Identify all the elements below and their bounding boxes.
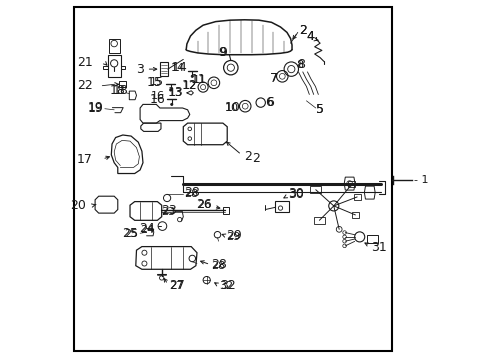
Circle shape — [170, 103, 172, 105]
Text: 22: 22 — [77, 79, 92, 92]
Text: 27: 27 — [169, 279, 185, 292]
Text: 28: 28 — [183, 189, 198, 199]
Text: 28: 28 — [183, 186, 200, 199]
Text: 8: 8 — [296, 60, 303, 70]
Bar — [366, 235, 378, 243]
Text: 24: 24 — [139, 222, 155, 235]
Text: 13: 13 — [167, 86, 183, 99]
Text: 2: 2 — [252, 152, 260, 165]
Circle shape — [169, 89, 171, 91]
Text: 5: 5 — [316, 103, 324, 116]
Text: 12: 12 — [183, 81, 197, 91]
Text: - 1: - 1 — [413, 175, 427, 185]
Text: 19: 19 — [87, 102, 103, 114]
Text: 29: 29 — [226, 231, 240, 242]
Text: 19: 19 — [87, 101, 103, 114]
Text: 12: 12 — [181, 79, 197, 92]
Text: 2: 2 — [299, 24, 306, 37]
Text: 18: 18 — [110, 84, 125, 96]
Bar — [310, 186, 321, 193]
Text: 15: 15 — [146, 76, 162, 89]
Bar — [275, 201, 288, 212]
Text: 30: 30 — [287, 187, 303, 200]
Bar — [73, 7, 391, 351]
Text: 4: 4 — [306, 30, 314, 43]
Text: 26: 26 — [195, 198, 211, 211]
Text: 17: 17 — [77, 153, 92, 166]
Text: 25: 25 — [122, 227, 138, 240]
Text: 18: 18 — [112, 84, 128, 97]
Text: 26: 26 — [197, 200, 211, 210]
Text: 4: 4 — [306, 30, 314, 42]
Bar — [313, 217, 324, 224]
Text: 5: 5 — [316, 103, 324, 116]
Text: 14: 14 — [171, 63, 185, 73]
Text: 6: 6 — [265, 96, 273, 109]
Text: 29: 29 — [226, 229, 242, 242]
Text: 16: 16 — [149, 93, 165, 106]
Text: 10: 10 — [224, 103, 238, 113]
Text: 32: 32 — [219, 281, 233, 291]
Text: 14: 14 — [171, 61, 187, 74]
Text: 2: 2 — [244, 150, 251, 163]
Text: 23: 23 — [161, 207, 175, 217]
Text: 24: 24 — [140, 225, 154, 235]
Text: 16: 16 — [150, 91, 164, 102]
Text: 21: 21 — [77, 56, 92, 69]
Text: 9: 9 — [218, 46, 225, 59]
Text: 11: 11 — [192, 75, 206, 85]
Text: 23: 23 — [161, 204, 177, 217]
Text: 20: 20 — [70, 199, 86, 212]
Text: 9: 9 — [219, 46, 226, 59]
Text: 30: 30 — [287, 188, 303, 201]
Text: 11: 11 — [190, 73, 206, 86]
Circle shape — [191, 75, 193, 77]
Text: 28: 28 — [211, 258, 227, 271]
Text: 28: 28 — [211, 261, 225, 271]
Text: 7: 7 — [270, 73, 277, 84]
Text: 6: 6 — [265, 96, 273, 109]
Text: 15: 15 — [149, 77, 163, 87]
Text: 27: 27 — [169, 281, 183, 291]
Text: 2: 2 — [299, 24, 306, 37]
Text: 10: 10 — [224, 101, 240, 114]
Text: 13: 13 — [169, 88, 183, 98]
Text: 3: 3 — [136, 63, 144, 76]
Bar — [119, 81, 126, 87]
Text: 7: 7 — [269, 72, 277, 85]
Text: 8: 8 — [296, 58, 304, 71]
Text: 32: 32 — [220, 279, 235, 292]
Text: 31: 31 — [370, 241, 386, 254]
Bar — [223, 207, 229, 214]
Text: 25: 25 — [124, 229, 138, 239]
